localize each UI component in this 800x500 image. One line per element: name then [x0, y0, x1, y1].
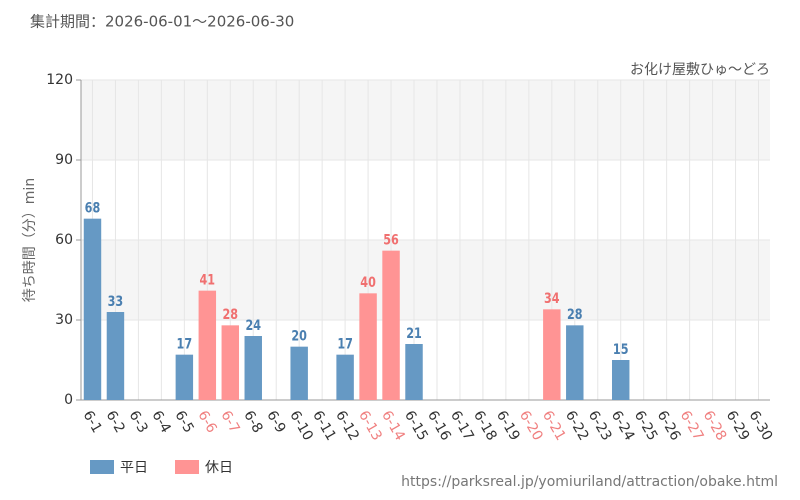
- data-label: 41: [200, 271, 216, 288]
- x-tick-label: 6-17: [447, 408, 477, 444]
- x-tick-label: 6-29: [723, 408, 753, 444]
- x-tick-label: 6-8: [240, 408, 265, 436]
- bar: [382, 250, 400, 400]
- data-label: 40: [360, 274, 376, 291]
- data-label: 34: [544, 290, 560, 307]
- data-label: 56: [383, 231, 399, 248]
- x-tick-label: 6-18: [470, 408, 500, 444]
- data-label: 33: [108, 293, 124, 310]
- data-label: 20: [291, 327, 307, 344]
- grid-band: [81, 240, 770, 320]
- x-tick-label: 6-25: [631, 408, 661, 444]
- bar: [106, 312, 125, 400]
- x-tick-label: 6-5: [171, 408, 196, 436]
- x-tick-label: 6-2: [103, 408, 128, 436]
- x-tick-label: 6-22: [562, 408, 592, 444]
- legend-swatch: [175, 460, 199, 474]
- x-tick-label: 6-24: [608, 408, 638, 444]
- data-label: 28: [222, 306, 238, 323]
- data-label: 21: [406, 325, 422, 342]
- x-tick-label: 6-4: [148, 408, 173, 436]
- bar: [198, 290, 217, 400]
- y-tick-label: 120: [46, 72, 73, 88]
- data-label: 15: [613, 341, 629, 358]
- period: 集計期間：2026-06-01〜2026-06-30: [30, 13, 294, 31]
- legend-label: 平日: [120, 460, 148, 476]
- x-tick-label: 6-19: [493, 408, 523, 444]
- y-tick-label: 60: [55, 232, 73, 248]
- data-label: 17: [337, 335, 353, 352]
- y-tick-label: 0: [64, 392, 73, 408]
- x-tick-label: 6-11: [309, 408, 339, 444]
- x-tick-label: 6-12: [332, 408, 362, 444]
- bar: [290, 346, 308, 400]
- x-tick-label: 6-20: [516, 408, 546, 444]
- x-tick-label: 6-27: [677, 408, 707, 444]
- bar: [566, 325, 584, 400]
- y-tick-label: 90: [55, 152, 73, 168]
- legend-swatch: [90, 460, 114, 474]
- x-tick-label: 6-23: [585, 408, 615, 444]
- x-tick-label: 6-15: [401, 408, 431, 444]
- data-label: 24: [245, 317, 261, 334]
- x-tick-label: 6-3: [125, 408, 150, 436]
- x-tick-label: 6-1: [80, 408, 105, 436]
- bar: [336, 354, 354, 400]
- legend-label: 休日: [205, 460, 233, 476]
- x-tick-label: 6-7: [217, 408, 242, 436]
- bar: [244, 336, 262, 400]
- data-label: 17: [177, 335, 193, 352]
- x-tick-label: 6-9: [263, 408, 288, 436]
- x-tick-label: 6-10: [286, 408, 316, 444]
- bar: [221, 325, 240, 400]
- x-tick-label: 6-13: [355, 408, 385, 444]
- bar: [83, 218, 102, 400]
- data-label: 68: [85, 199, 101, 216]
- bar: [611, 360, 630, 400]
- bar: [405, 344, 423, 400]
- source: https://parksreal.jp/yomiuriland/attract…: [401, 474, 778, 490]
- x-tick-label: 6-6: [194, 408, 219, 436]
- bar: [359, 293, 377, 400]
- y-tick-label: 30: [55, 312, 73, 328]
- chart-title: お化け屋敷ひゅ〜どろ: [630, 62, 770, 78]
- bar: [175, 354, 194, 400]
- x-tick-label: 6-16: [424, 408, 454, 444]
- x-tick-label: 6-30: [746, 408, 776, 444]
- x-tick-label: 6-26: [654, 408, 684, 444]
- y-axis-label: 待ち時間（分）min: [22, 178, 38, 302]
- bar: [543, 309, 561, 400]
- x-tick-label: 6-14: [378, 408, 408, 444]
- x-tick-label: 6-28: [700, 408, 730, 444]
- data-label: 28: [567, 306, 583, 323]
- grid-band: [81, 80, 770, 160]
- x-tick-label: 6-21: [539, 408, 569, 444]
